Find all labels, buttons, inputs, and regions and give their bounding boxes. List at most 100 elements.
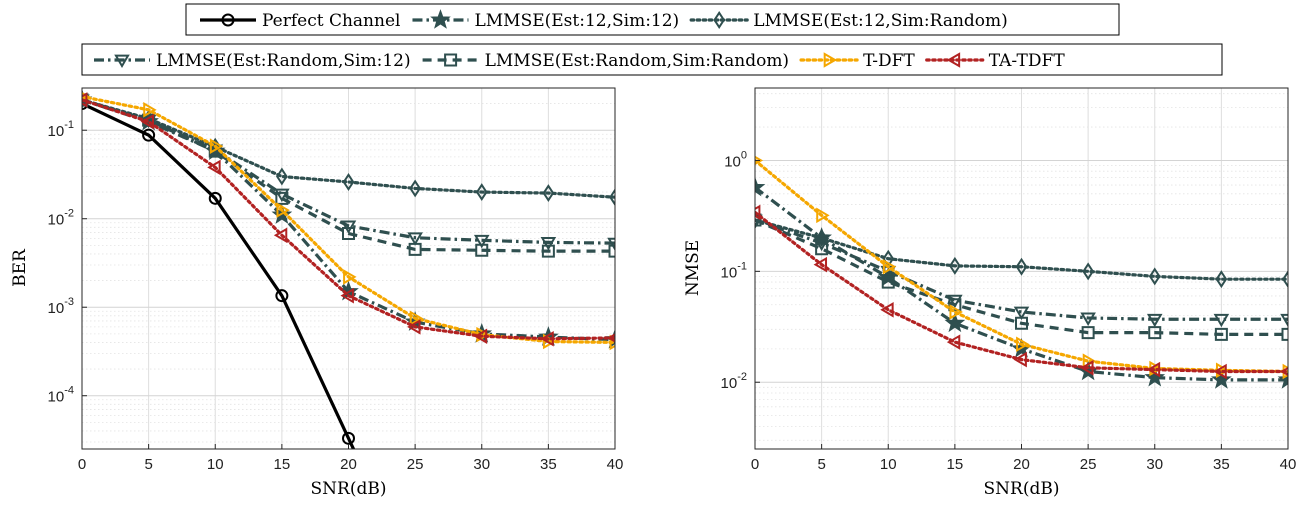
nmse-series-lmmse-est-random-sim-random: [755, 213, 1288, 341]
nmse-point-ta-tdft: [1213, 363, 1227, 380]
legend-item-ta-tdft: TA-TDFT: [925, 51, 1066, 71]
nmse-point-lmmse-est-12-sim-12: [944, 312, 966, 333]
nmse-point-lmmse-est-12-sim-random: [1015, 257, 1028, 276]
legend-marker: [946, 52, 961, 68]
ber-point-lmmse-est-random-sim-random: [541, 244, 555, 258]
ber-point-lmmse-est-random-sim-12: [473, 234, 490, 249]
ber-y-tick-label: 10-4: [48, 385, 74, 406]
ber-point-t-dft: [542, 333, 557, 350]
legend-item-lmmse-est-random-sim-12: LMMSE(Est:Random,Sim:12): [94, 51, 411, 71]
ber-point-ta-tdft: [340, 287, 354, 304]
ber-point-lmmse-est-random-sim-12: [407, 232, 423, 246]
nmse-point-t-dft: [755, 155, 764, 166]
ber-point-lmmse-est-12-sim-random: [342, 173, 355, 191]
ber-point-lmmse-est-12-sim-random: [409, 179, 421, 198]
nmse-point-ta-tdft: [1013, 351, 1027, 368]
ber-point-ta-tdft: [540, 330, 554, 347]
nmse-x-tick-label: 35: [1213, 456, 1230, 473]
ber-point-ta-tdft: [407, 319, 421, 335]
nmse-y-axis-label: NMSE: [683, 240, 703, 296]
nmse-point-lmmse-est-random-sim-random: [1281, 327, 1288, 341]
nmse-point-lmmse-est-12-sim-12: [1211, 368, 1232, 389]
ber-point-lmmse-est-random-sim-12: [340, 220, 357, 234]
ber-point-lmmse-est-12-sim-random: [475, 183, 488, 202]
nmse-point-ta-tdft: [1146, 361, 1161, 378]
ber-y-axis-label: BER: [10, 248, 30, 287]
ber-x-tick-label: 5: [144, 456, 152, 473]
nmse-point-lmmse-est-12-sim-random: [1148, 267, 1161, 286]
nmse-point-t-dft: [882, 258, 897, 275]
ber-x-tick-label: 40: [607, 456, 624, 473]
ber-point-ta-tdft: [606, 333, 615, 343]
ber-point-ta-tdft: [207, 159, 221, 176]
nmse-x-tick-label: 10: [880, 456, 897, 473]
nmse-line-lmmse-est-12-sim-random: [755, 218, 1288, 281]
ber-point-lmmse-est-random-sim-12: [540, 237, 557, 251]
nmse-line-lmmse-est-random-sim-random: [755, 218, 1288, 336]
nmse-point-t-dft: [816, 207, 830, 224]
nmse-point-lmmse-est-random-sim-random: [1214, 327, 1228, 341]
legend-label: LMMSE(Est:Random,Sim:12): [156, 51, 411, 71]
nmse-x-tick-label: 25: [1080, 456, 1097, 473]
nmse-point-lmmse-est-12-sim-random: [949, 256, 961, 275]
nmse-point-lmmse-est-12-sim-12: [1277, 369, 1288, 389]
ber-line-lmmse-est-random-sim-random: [82, 98, 615, 253]
legend-box-top: [185, 3, 1120, 36]
nmse-plot: 0 5 10 15 20 25 30 35 40 100 10-1 10-2 SNR(dB) NMSE: [683, 87, 1297, 499]
legend-label: TA-TDFT: [989, 51, 1066, 71]
legend-label: T-DFT: [863, 51, 915, 71]
legend-marker: [430, 9, 451, 29]
legend-item-perfect-channel: Perfect Channel: [200, 11, 400, 31]
ber-y-tick-label: 10-2: [48, 208, 74, 229]
legend-label: Perfect Channel: [262, 11, 400, 31]
nmse-point-ta-tdft: [755, 204, 761, 221]
ber-point-t-dft: [143, 102, 157, 118]
nmse-point-lmmse-est-random-sim-random: [815, 242, 829, 256]
legend-item-t-dft: T-DFT: [799, 51, 915, 71]
legend-item-lmmse-est-random-sim-random: LMMSE(Est:Random,Sim:Random): [422, 51, 789, 71]
ber-point-lmmse-est-random-sim-12: [607, 237, 615, 252]
ber-point-ta-tdft: [473, 328, 488, 345]
nmse-x-axis-label: SNR(dB): [984, 479, 1060, 499]
ber-point-lmmse-est-12-sim-random: [542, 184, 555, 203]
ber-y-tick-label: 10-1: [48, 119, 74, 140]
nmse-point-lmmse-est-random-sim-random: [1148, 326, 1162, 340]
nmse-point-lmmse-est-random-sim-random: [1015, 316, 1028, 330]
legend-marker: [114, 54, 130, 69]
nmse-point-lmmse-est-12-sim-12: [755, 176, 766, 197]
nmse-point-ta-tdft: [946, 334, 961, 350]
legend-marker: [713, 11, 726, 29]
nmse-point-ta-tdft: [813, 256, 828, 273]
legend-item-lmmse-est-12-sim-12: LMMSE(Est:12,Sim:12): [412, 9, 679, 31]
nmse-x-tick-label: 15: [947, 456, 964, 473]
ber-line-perfect-channel: [82, 102, 356, 449]
ber-point-ta-tdft: [273, 227, 288, 244]
nmse-point-lmmse-est-12-sim-random: [1282, 270, 1288, 289]
ber-point-t-dft: [343, 269, 357, 285]
nmse-ticks: 0 5 10 15 20 25 30 35 40 100 10-1 10-2: [721, 149, 1297, 473]
ber-point-perfect-channel: [208, 191, 222, 205]
nmse-y-tick-label: 10-2: [721, 371, 747, 392]
ber-point-lmmse-est-random-sim-random: [275, 191, 289, 205]
legend-label: LMMSE(Est:12,Sim:Random): [753, 11, 1008, 31]
nmse-y-tick-label: 10-1: [721, 260, 747, 281]
nmse-point-ta-tdft: [1279, 366, 1288, 377]
nmse-point-lmmse-est-random-sim-12: [1280, 313, 1288, 328]
nmse-series: [755, 155, 1288, 389]
legend-marker: [221, 13, 235, 27]
ber-point-perfect-channel: [142, 128, 156, 142]
ber-line-lmmse-est-random-sim-12: [82, 98, 615, 245]
nmse-x-tick-label: 30: [1146, 456, 1163, 473]
nmse-series-ta-tdft: [755, 204, 1288, 380]
ber-point-lmmse-est-random-sim-12: [274, 188, 290, 203]
ber-x-tick-label: 10: [207, 456, 224, 473]
nmse-point-ta-tdft: [1080, 359, 1094, 376]
legend-label: LMMSE(Est:12,Sim:12): [474, 11, 679, 31]
ber-point-lmmse-est-random-sim-random: [608, 244, 615, 258]
ber-point-lmmse-est-random-sim-random: [475, 243, 489, 257]
ber-y-tick-label: 10-3: [48, 296, 74, 317]
ber-point-ta-tdft: [140, 113, 155, 130]
legend-marker: [823, 52, 838, 68]
ber-point-lmmse-est-12-sim-random: [609, 188, 615, 207]
